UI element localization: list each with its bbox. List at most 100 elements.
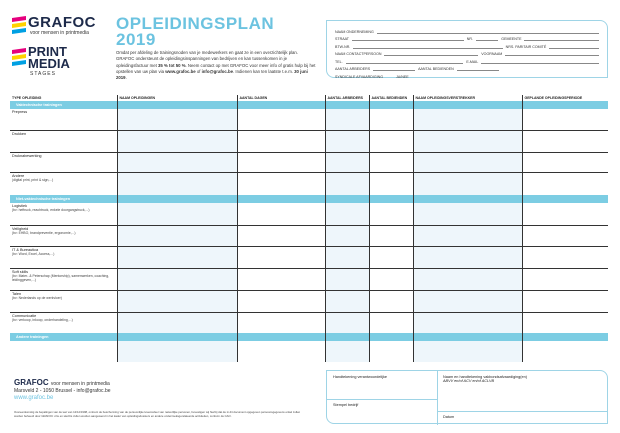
- row-label: Communicatie (bv: verkoop, inkoop, onderh…: [10, 311, 117, 333]
- input-cell[interactable]: [236, 171, 325, 195]
- input-cell[interactable]: [116, 151, 237, 172]
- input-cell[interactable]: [412, 129, 522, 152]
- input-cell[interactable]: [324, 289, 369, 312]
- vat-field[interactable]: [353, 47, 503, 49]
- input-cell[interactable]: [521, 129, 608, 152]
- input-cell[interactable]: [412, 224, 522, 246]
- input-cell[interactable]: [521, 245, 608, 268]
- input-cell[interactable]: [521, 341, 608, 362]
- section-title: Andere trainingen: [10, 333, 117, 341]
- input-cell[interactable]: [324, 171, 369, 195]
- table-row: Druknabewerking: [10, 151, 608, 172]
- input-cell[interactable]: [368, 224, 413, 246]
- row-label: Druknabewerking: [10, 151, 117, 172]
- input-cell[interactable]: [116, 224, 237, 246]
- input-cell[interactable]: [521, 224, 608, 246]
- input-cell[interactable]: [412, 151, 522, 172]
- signature-responsible[interactable]: Handtekening verantwoordelijke: [333, 375, 388, 379]
- input-cell[interactable]: [236, 245, 325, 268]
- input-cell[interactable]: [368, 109, 413, 130]
- footer-address: Marsveld 2 - 1050 Brussel - info@grafoc.…: [14, 388, 111, 394]
- employees-field[interactable]: [456, 70, 499, 71]
- input-cell[interactable]: [368, 203, 413, 225]
- input-cell[interactable]: [521, 151, 608, 172]
- input-cell[interactable]: [236, 311, 325, 333]
- input-cell[interactable]: [324, 267, 369, 290]
- input-cell[interactable]: [116, 171, 237, 195]
- input-cell[interactable]: [236, 203, 325, 225]
- input-cell[interactable]: [324, 245, 369, 268]
- input-cell[interactable]: [116, 129, 237, 152]
- input-cell[interactable]: [324, 109, 369, 130]
- input-cell[interactable]: [368, 289, 413, 312]
- footer-brand: GRAFOC voor mensen in printmedia: [14, 378, 110, 387]
- company-stamp[interactable]: Stempel bedrijf: [333, 403, 359, 407]
- input-cell[interactable]: [116, 341, 237, 362]
- city-field[interactable]: [524, 40, 599, 41]
- input-cell[interactable]: [116, 109, 237, 130]
- input-cell[interactable]: [236, 129, 325, 152]
- input-cell[interactable]: [236, 341, 325, 362]
- input-cell[interactable]: [236, 267, 325, 290]
- input-cell[interactable]: [412, 341, 522, 362]
- input-cell[interactable]: [324, 341, 369, 362]
- input-cell[interactable]: [521, 289, 608, 312]
- input-cell[interactable]: [521, 109, 608, 130]
- input-cell[interactable]: [521, 171, 608, 195]
- col-name: NAAM OPLEIDINGEN: [116, 95, 237, 101]
- row-label: Andere (digital print, print & sign,...): [10, 171, 117, 195]
- input-cell[interactable]: [368, 245, 413, 268]
- firstname-field[interactable]: [505, 55, 599, 56]
- col-days: AANTAL DAGEN: [236, 95, 325, 101]
- input-cell[interactable]: [116, 289, 237, 312]
- input-cell[interactable]: [368, 267, 413, 290]
- input-cell[interactable]: [324, 203, 369, 225]
- table-row: Prepress: [10, 109, 608, 130]
- row-label: Soft skills (bv: Mater- & Peterschap (Men…: [10, 267, 117, 290]
- pc-field[interactable]: [549, 47, 599, 49]
- input-cell[interactable]: [236, 151, 325, 172]
- col-type: TYPE OPLEIDING: [12, 96, 42, 100]
- input-cell[interactable]: [236, 109, 325, 130]
- input-cell[interactable]: [368, 171, 413, 195]
- input-cell[interactable]: [324, 129, 369, 152]
- input-cell[interactable]: [412, 109, 522, 130]
- stages-label: STAGES: [30, 71, 56, 77]
- union-yes-no[interactable]: JA/NEE: [396, 74, 409, 79]
- training-plan-table: TYPE OPLEIDING NAAM OPLEIDINGEN AANTAL D…: [10, 95, 608, 362]
- input-cell[interactable]: [236, 224, 325, 246]
- workers-field[interactable]: [373, 70, 416, 71]
- input-cell[interactable]: [236, 289, 325, 312]
- col-provider: NAAM OPLEIDINGSVERSTREKKER: [412, 95, 522, 101]
- input-cell[interactable]: [116, 267, 237, 290]
- number-field[interactable]: [475, 40, 499, 41]
- input-cell[interactable]: [412, 203, 522, 225]
- input-cell[interactable]: [412, 289, 522, 312]
- footer-website-link[interactable]: www.grafoc.be: [14, 395, 54, 401]
- input-cell[interactable]: [116, 245, 237, 268]
- row-label: Prepress: [12, 110, 28, 114]
- company-name-field[interactable]: [376, 32, 599, 34]
- phone-field[interactable]: [345, 62, 464, 64]
- input-cell[interactable]: [368, 311, 413, 333]
- input-cell[interactable]: [412, 267, 522, 290]
- input-cell[interactable]: [116, 311, 237, 333]
- street-field[interactable]: [351, 40, 464, 41]
- input-cell[interactable]: [521, 203, 608, 225]
- contact-name-field[interactable]: [384, 55, 479, 56]
- input-cell[interactable]: [412, 245, 522, 268]
- input-cell[interactable]: [368, 151, 413, 172]
- email-field[interactable]: [481, 62, 600, 64]
- input-cell[interactable]: [412, 171, 522, 195]
- input-cell[interactable]: [412, 311, 522, 333]
- input-cell[interactable]: [116, 203, 237, 225]
- input-cell[interactable]: [324, 311, 369, 333]
- input-cell[interactable]: [521, 267, 608, 290]
- input-cell[interactable]: [368, 129, 413, 152]
- union-signature[interactable]: Naam en handtekening vakbondsafvaardigin…: [443, 375, 528, 383]
- input-cell[interactable]: [324, 224, 369, 246]
- input-cell[interactable]: [324, 151, 369, 172]
- input-cell[interactable]: [521, 311, 608, 333]
- input-cell[interactable]: [368, 341, 413, 362]
- date-field[interactable]: Datum: [443, 415, 455, 419]
